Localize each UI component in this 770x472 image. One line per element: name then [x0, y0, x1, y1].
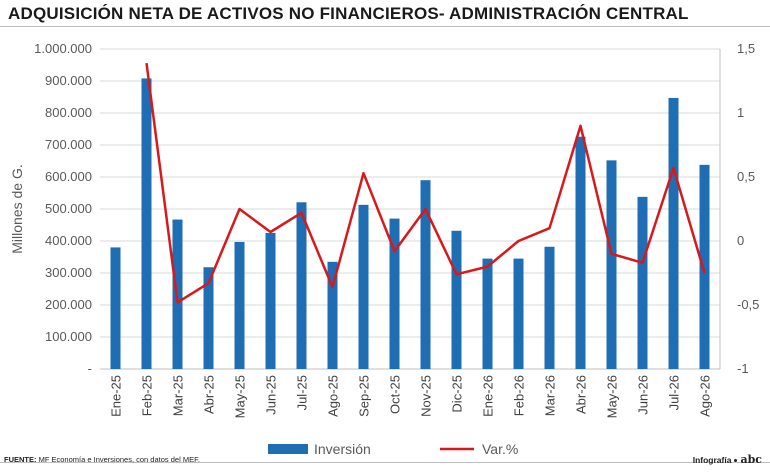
y-tick-label: 500.000	[45, 201, 92, 216]
x-tick-label: Nov-25	[419, 375, 434, 417]
bar	[482, 258, 493, 369]
y-tick-label: 700.000	[45, 137, 92, 152]
y2-tick-label: 0	[737, 233, 744, 248]
footer-divider	[0, 462, 770, 463]
x-tick-label: May-25	[233, 375, 248, 418]
x-tick-label: Mar-25	[171, 375, 186, 416]
y-tick-label: 800.000	[45, 105, 92, 120]
x-tick-label: Mar-26	[543, 375, 558, 416]
bar	[141, 78, 152, 369]
bar	[575, 136, 586, 369]
y2-tick-label: -0,5	[737, 297, 759, 312]
y-tick-label: 200.000	[45, 297, 92, 312]
source-label: FUENTE:	[4, 455, 37, 464]
y-tick-label: 1.000.000	[34, 41, 92, 56]
y2-tick-label: 1	[737, 105, 744, 120]
chart-title: ADQUISICIÓN NETA DE ACTIVOS NO FINANCIER…	[8, 4, 689, 23]
bar	[296, 202, 307, 369]
bar	[637, 196, 648, 369]
x-tick-label: Ago-26	[698, 375, 713, 417]
brand-credit: Infografía abc	[693, 453, 762, 466]
y-tick-label: 900.000	[45, 73, 92, 88]
bar	[699, 164, 710, 369]
x-tick-label: Ene-26	[481, 375, 496, 417]
brand-logo: abc	[740, 453, 762, 466]
bar	[389, 218, 400, 369]
x-tick-label: Jun-25	[264, 375, 279, 415]
x-tick-label: May-26	[605, 375, 620, 418]
bar	[110, 247, 121, 369]
bar	[668, 97, 679, 370]
y-tick-label: 100.000	[45, 329, 92, 344]
y-tick-label: 600.000	[45, 169, 92, 184]
y2-tick-label: 0,5	[737, 169, 755, 184]
bar	[358, 204, 369, 369]
x-tick-label: Feb-26	[512, 375, 527, 416]
y-tick-label: 400.000	[45, 233, 92, 248]
bar	[265, 233, 276, 369]
x-tick-label: Ene-25	[109, 375, 124, 417]
legend-label-line: Var.%	[482, 441, 518, 457]
series-line	[145, 62, 706, 304]
title-divider	[0, 26, 770, 27]
brand-label: Infografía	[692, 455, 732, 465]
x-tick-label: Feb-25	[140, 375, 155, 416]
bar	[606, 160, 617, 369]
x-tick-label: Jun-26	[636, 375, 651, 415]
source-note: FUENTE: MF Economía e Inversiones, con d…	[4, 455, 200, 464]
bar	[327, 261, 338, 369]
y-tick-label: -	[88, 361, 92, 376]
x-tick-label: Ago-25	[326, 375, 341, 417]
bar	[544, 246, 555, 369]
legend-label-bar: Inversión	[314, 441, 371, 457]
x-tick-label: Jul-25	[295, 375, 310, 410]
bar	[451, 230, 462, 369]
bar	[513, 258, 524, 369]
x-tick-label: Abr-25	[202, 375, 217, 414]
y2-tick-label: -1	[737, 361, 749, 376]
x-tick-label: Sep-25	[357, 375, 372, 417]
legend-swatch-bar	[268, 444, 308, 454]
y-axis-title: Millones de G.	[9, 164, 25, 253]
source-text: MF Economía e Inversiones, con datos del…	[38, 455, 200, 464]
y2-tick-label: 1,5	[737, 41, 755, 56]
y-tick-label: 300.000	[45, 265, 92, 280]
x-tick-label: Jul-26	[667, 375, 682, 410]
bar	[234, 241, 245, 369]
x-tick-label: Oct-25	[388, 375, 403, 414]
bar	[203, 267, 214, 369]
brand-dot	[734, 459, 738, 462]
x-tick-label: Dic-25	[450, 375, 465, 413]
x-tick-label: Abr-26	[574, 375, 589, 414]
bar	[420, 180, 431, 369]
